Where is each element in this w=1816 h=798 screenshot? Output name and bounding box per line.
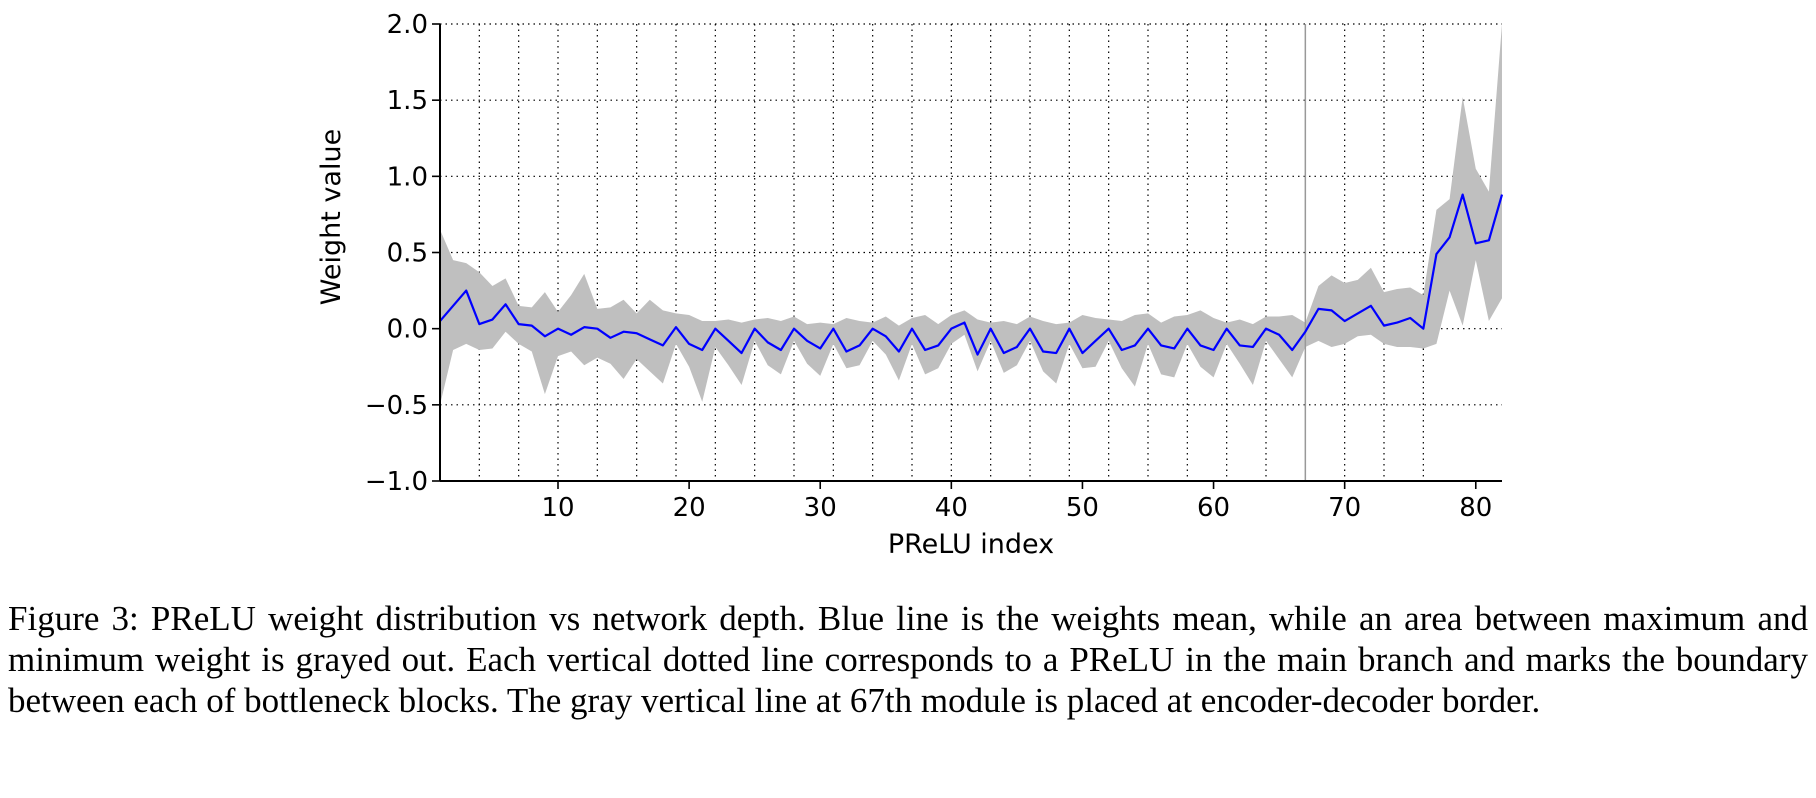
x-tick-label: 50 [1066, 493, 1099, 523]
axes: −1.0 −0.5 0.0 0.5 1.0 1.5 2.0 10 20 30 40 50 60 70 80 [365, 10, 1502, 523]
x-tick-label: 80 [1459, 493, 1492, 523]
x-axis-label: PReLU index [888, 529, 1054, 560]
x-tick-label: 70 [1328, 493, 1361, 523]
grid [440, 23, 1502, 482]
y-tick-label: −0.5 [365, 391, 428, 421]
y-tick-label: 1.5 [387, 86, 428, 116]
y-tick-label: 0.5 [387, 239, 428, 269]
y-tick-label: 2.0 [387, 10, 428, 40]
min-max-range-band [440, 24, 1502, 405]
x-tick-label: 40 [935, 493, 968, 523]
y-tick-label: 1.0 [387, 162, 428, 192]
y-axis-label: Weight value [316, 129, 347, 305]
x-tick-label: 30 [804, 493, 837, 523]
y-tick-label: 0.0 [387, 315, 428, 345]
min-max-area [440, 24, 1502, 405]
y-tick-label: −1.0 [365, 467, 428, 497]
figure-caption: Figure 3: PReLU weight distribution vs n… [8, 599, 1808, 720]
x-tick-label: 60 [1197, 493, 1230, 523]
x-tick-label: 10 [541, 493, 574, 523]
mean-line [439, 193, 1504, 356]
prelu-weight-chart: −1.0−0.50.00.51.01.52.010 20 30 40 50 60 70 80 … [316, 10, 1504, 560]
mean-weight-line [439, 193, 1504, 356]
x-tick-label: 20 [673, 493, 706, 523]
